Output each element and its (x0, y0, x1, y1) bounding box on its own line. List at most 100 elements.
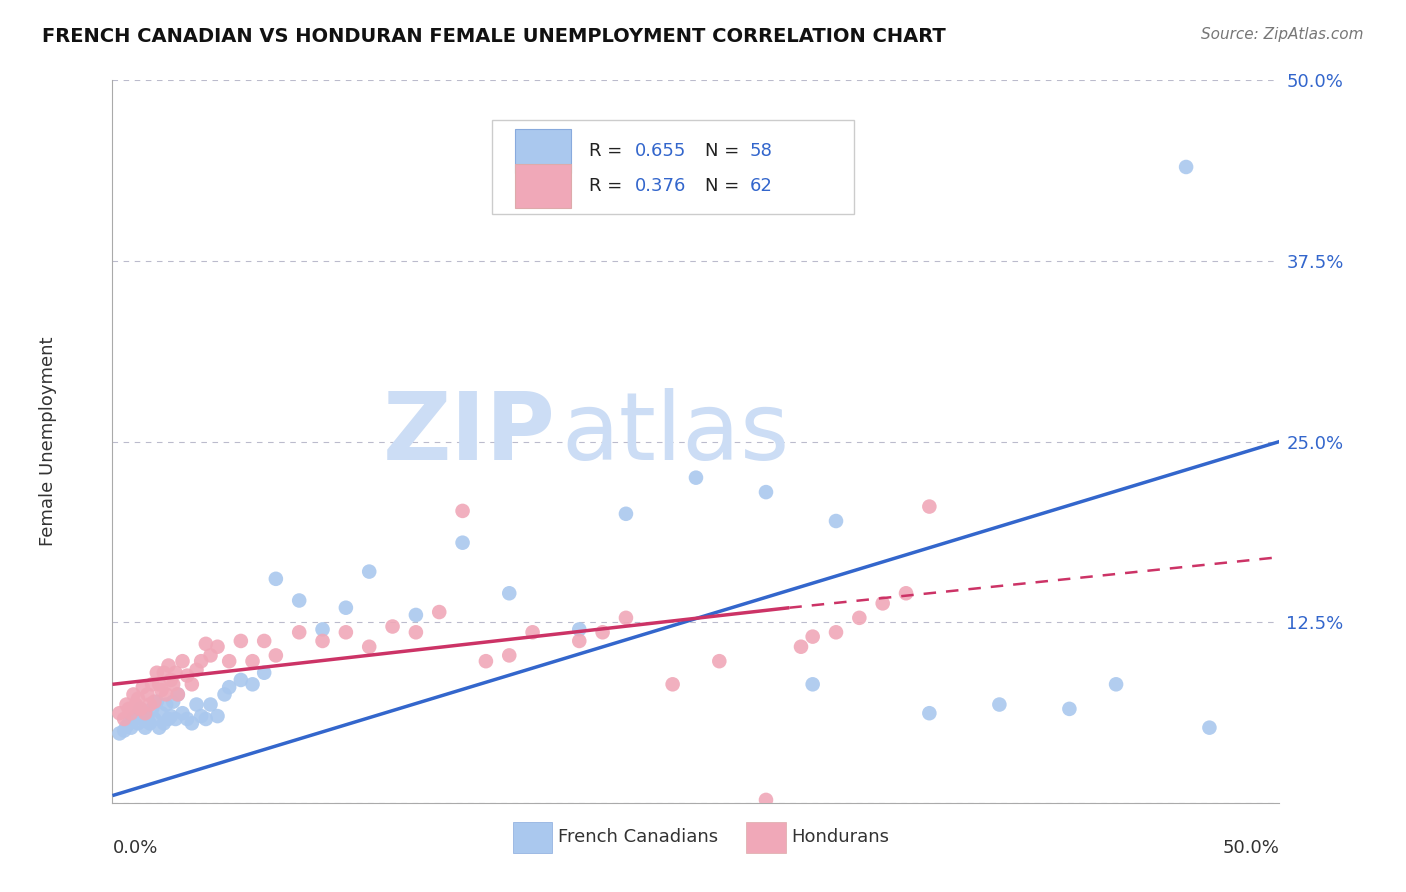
Text: 0.0%: 0.0% (112, 838, 157, 857)
Point (359, 565, 381, 579)
Point (335, 600, 357, 615)
Point (157, 658, 180, 673)
Point (1059, 702, 1081, 716)
Point (127, 691, 149, 706)
Point (139, 716, 162, 731)
Point (207, 640, 229, 654)
Point (685, 470, 707, 484)
FancyBboxPatch shape (515, 129, 571, 173)
Point (139, 698, 162, 712)
Point (288, 593, 311, 607)
Text: Source: ZipAtlas.com: Source: ZipAtlas.com (1201, 27, 1364, 42)
Point (229, 673, 252, 687)
Point (522, 625, 544, 640)
Point (194, 712, 217, 726)
Point (214, 687, 236, 701)
Point (125, 709, 148, 723)
Point (190, 709, 212, 723)
Point (1105, 677, 1128, 691)
Text: 0.655: 0.655 (636, 143, 686, 161)
Point (200, 698, 222, 712)
Point (129, 702, 152, 716)
Point (186, 698, 208, 712)
Point (755, 485, 778, 500)
FancyBboxPatch shape (747, 822, 786, 854)
Point (166, 687, 188, 701)
Point (134, 706, 156, 721)
Point (242, 654, 264, 668)
Point (162, 677, 184, 691)
Point (165, 665, 187, 680)
Point (125, 698, 148, 712)
Point (755, 793, 778, 807)
Point (264, 572, 287, 586)
Point (155, 687, 177, 701)
Point (122, 687, 145, 701)
Point (498, 586, 520, 600)
Point (143, 695, 166, 709)
Point (427, 605, 450, 619)
Point (568, 623, 591, 637)
Point (661, 677, 683, 691)
Point (311, 623, 333, 637)
Point (190, 654, 212, 668)
Point (1175, 160, 1198, 174)
Point (134, 721, 156, 735)
Point (166, 687, 188, 701)
Text: N =: N = (706, 177, 745, 195)
Point (872, 596, 894, 610)
Text: atlas: atlas (562, 388, 790, 480)
Point (108, 706, 131, 721)
Point (359, 640, 381, 654)
Point (848, 611, 870, 625)
Point (148, 721, 170, 735)
Point (264, 648, 287, 663)
Point (153, 665, 176, 680)
Text: R =: R = (589, 177, 627, 195)
FancyBboxPatch shape (515, 164, 571, 208)
Text: ZIP: ZIP (382, 388, 555, 480)
Point (120, 721, 142, 735)
Point (801, 630, 824, 644)
Point (253, 634, 276, 648)
Point (160, 709, 183, 723)
Text: N =: N = (706, 143, 745, 161)
Point (801, 677, 824, 691)
Point (194, 637, 217, 651)
Point (132, 680, 155, 694)
Text: 50.0%: 50.0% (1223, 838, 1279, 857)
Point (229, 634, 252, 648)
Point (112, 712, 135, 726)
Point (112, 723, 135, 738)
Point (118, 702, 141, 716)
Point (988, 698, 1011, 712)
Point (825, 625, 848, 640)
Point (207, 709, 229, 723)
Point (162, 695, 184, 709)
Point (405, 607, 427, 622)
Point (115, 698, 138, 712)
Point (141, 702, 163, 716)
Point (165, 712, 187, 726)
Point (614, 507, 637, 521)
Point (180, 716, 202, 731)
Point (122, 712, 145, 726)
Point (218, 680, 240, 694)
FancyBboxPatch shape (492, 120, 853, 214)
Point (475, 654, 498, 668)
Text: 58: 58 (749, 143, 772, 161)
Text: Female Unemployment: Female Unemployment (39, 337, 58, 546)
Point (132, 712, 155, 726)
Text: FRENCH CANADIAN VS HONDURAN FEMALE UNEMPLOYMENT CORRELATION CHART: FRENCH CANADIAN VS HONDURAN FEMALE UNEMP… (42, 27, 946, 45)
FancyBboxPatch shape (513, 822, 553, 854)
Point (141, 677, 163, 691)
Point (614, 611, 637, 625)
Point (146, 665, 169, 680)
Point (129, 702, 152, 716)
Point (218, 654, 240, 668)
Point (253, 665, 276, 680)
Point (120, 706, 142, 721)
Text: Hondurans: Hondurans (792, 829, 890, 847)
Point (172, 654, 194, 668)
Point (143, 712, 166, 726)
